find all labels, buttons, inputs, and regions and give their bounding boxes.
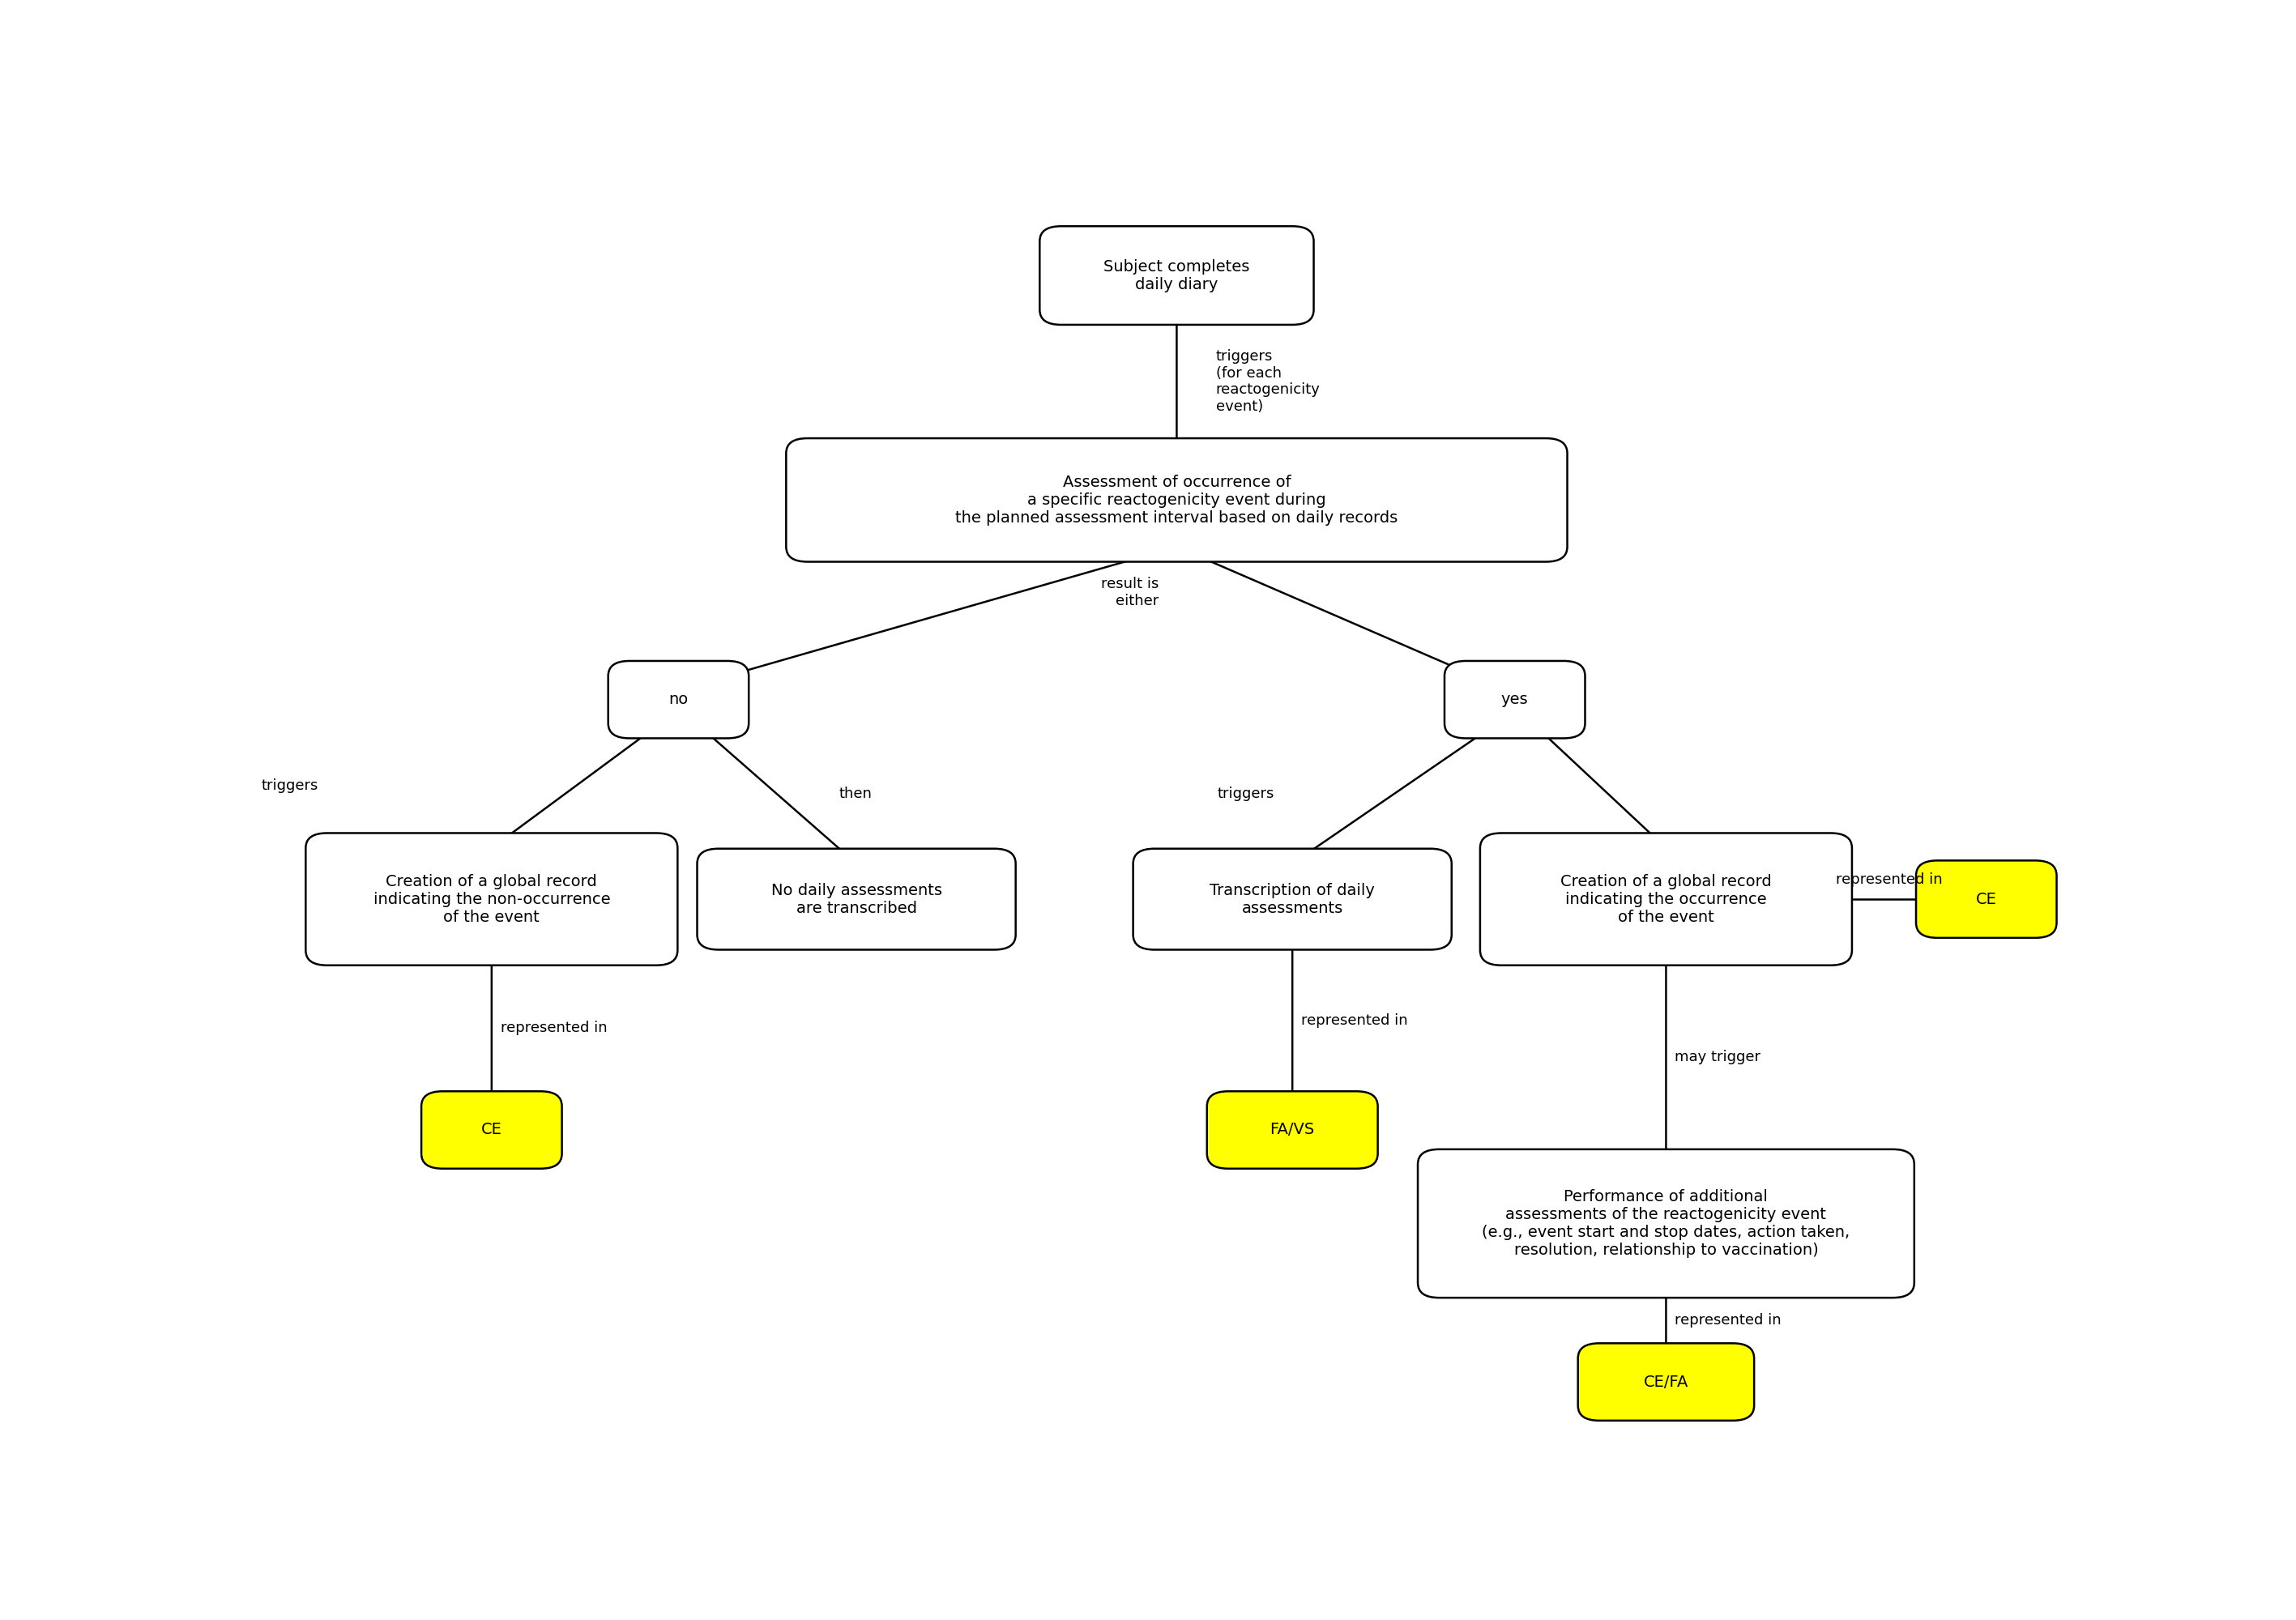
FancyBboxPatch shape	[422, 1092, 563, 1168]
FancyBboxPatch shape	[1577, 1343, 1754, 1421]
Text: No daily assessments
are transcribed: No daily assessments are transcribed	[771, 883, 941, 915]
Text: Assessment of occurrence of
a specific reactogenicity event during
the planned a: Assessment of occurrence of a specific r…	[955, 475, 1398, 525]
Text: FA/VS: FA/VS	[1270, 1123, 1316, 1137]
FancyBboxPatch shape	[1419, 1149, 1915, 1298]
Text: Transcription of daily
assessments: Transcription of daily assessments	[1210, 883, 1375, 915]
FancyBboxPatch shape	[785, 439, 1568, 562]
Text: Creation of a global record
indicating the occurrence
of the event: Creation of a global record indicating t…	[1561, 873, 1773, 925]
Text: represented in: represented in	[1302, 1013, 1407, 1027]
Text: may trigger: may trigger	[1676, 1050, 1761, 1064]
Text: CE: CE	[482, 1123, 503, 1137]
FancyBboxPatch shape	[305, 833, 677, 966]
Text: triggers
(for each
reactogenicity
event): triggers (for each reactogenicity event)	[1217, 348, 1320, 415]
Text: result is
either: result is either	[1102, 577, 1159, 609]
FancyBboxPatch shape	[1917, 860, 2057, 938]
FancyBboxPatch shape	[1444, 661, 1584, 739]
Text: triggers: triggers	[1217, 786, 1274, 800]
FancyBboxPatch shape	[1134, 849, 1451, 949]
FancyBboxPatch shape	[1040, 227, 1313, 324]
Text: yes: yes	[1502, 692, 1529, 708]
Text: no: no	[668, 692, 689, 708]
Text: Subject completes
daily diary: Subject completes daily diary	[1104, 259, 1249, 292]
FancyBboxPatch shape	[608, 661, 748, 739]
Text: CE: CE	[1977, 891, 1998, 907]
Text: triggers: triggers	[262, 778, 319, 792]
FancyBboxPatch shape	[1208, 1092, 1378, 1168]
Text: then: then	[838, 786, 872, 800]
Text: CE/FA: CE/FA	[1644, 1374, 1688, 1390]
Text: represented in: represented in	[501, 1021, 606, 1035]
Text: Creation of a global record
indicating the non-occurrence
of the event: Creation of a global record indicating t…	[372, 873, 611, 925]
Text: Performance of additional
assessments of the reactogenicity event
(e.g., event s: Performance of additional assessments of…	[1483, 1189, 1851, 1257]
FancyBboxPatch shape	[698, 849, 1015, 949]
Text: represented in: represented in	[1676, 1314, 1782, 1328]
Text: represented in: represented in	[1837, 872, 1942, 886]
FancyBboxPatch shape	[1481, 833, 1853, 966]
